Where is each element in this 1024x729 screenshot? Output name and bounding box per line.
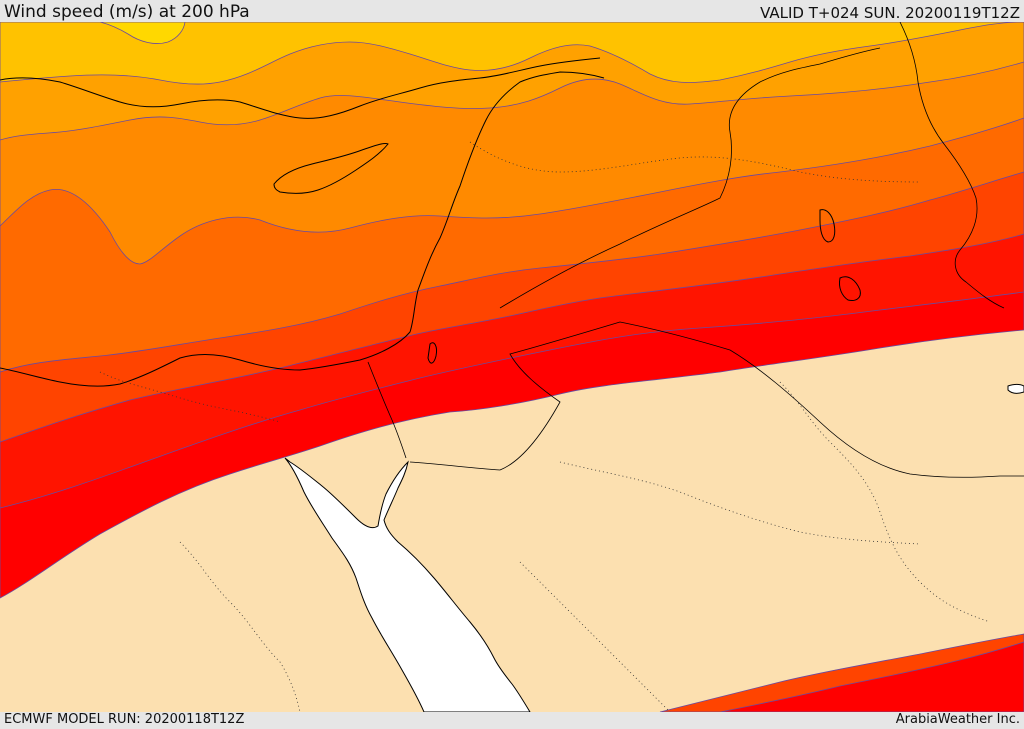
- cyprus-outline: [273, 143, 389, 194]
- wind-speed-map: [0, 22, 1024, 712]
- border-jordan-saudi: [409, 321, 1024, 478]
- wind-band-gold: [0, 22, 1024, 85]
- red-sea-gap: [284, 457, 531, 712]
- dead-sea-outline: [427, 342, 437, 364]
- mediterranean-coastline: [0, 71, 605, 387]
- border-iraq-syria: [499, 47, 881, 309]
- lake-southeast: [839, 276, 861, 301]
- wind-band-southeast-deep-red: [719, 641, 1024, 712]
- wind-band-yellow: [99, 22, 186, 44]
- map-title: Wind speed (m/s) at 200 hPa: [4, 2, 250, 22]
- border-iraq-iran: [899, 22, 1005, 309]
- credit-label: ArabiaWeather Inc.: [895, 712, 1020, 727]
- gulf-inlet: [1007, 384, 1024, 394]
- border-egypt-israel: [367, 361, 407, 459]
- footer-bar: [0, 712, 1024, 729]
- turkey-coastline: [0, 57, 601, 119]
- admin-boundary-sinai: [99, 371, 281, 423]
- model-run-label: ECMWF MODEL RUN: 20200118T12Z: [4, 712, 245, 727]
- admin-boundary-north: [469, 141, 921, 183]
- header-bar: Wind speed (m/s) at 200 hPa VALID T+024 …: [0, 0, 1024, 22]
- valid-time-label: VALID T+024 SUN. 20200119T12Z: [760, 4, 1020, 22]
- map-canvas: [0, 22, 1024, 712]
- lake-east: [819, 209, 836, 243]
